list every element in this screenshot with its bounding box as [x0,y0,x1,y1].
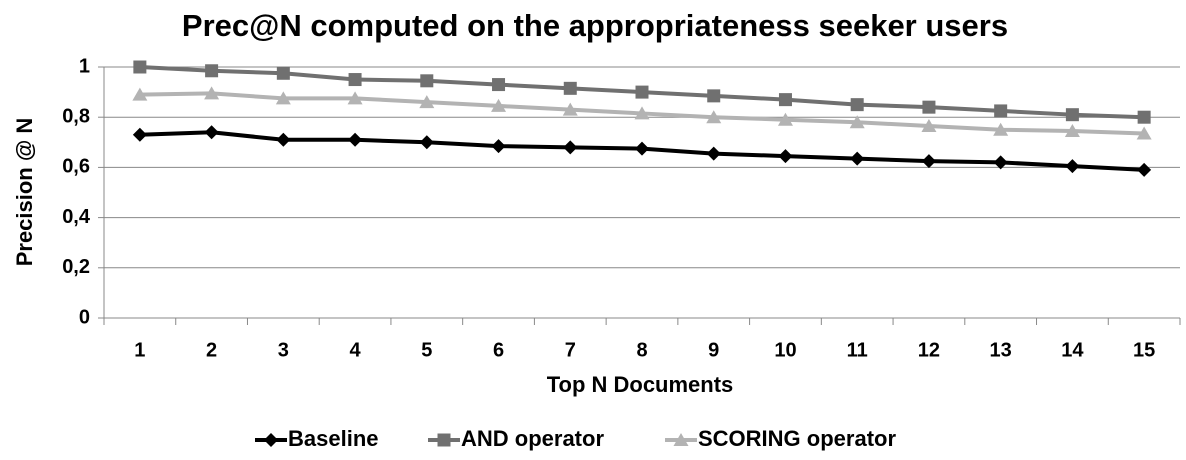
y-tick-label: 1 [79,55,90,77]
data-point [133,60,147,74]
data-point [922,100,936,114]
data-point [778,93,792,107]
y-tick-label: 0,4 [62,206,91,228]
data-point [275,91,291,105]
data-point [1065,108,1079,122]
y-tick-label: 0,6 [62,156,90,178]
x-tick-label: 7 [565,339,576,361]
x-tick-label: 14 [1061,339,1084,361]
x-tick-label: 13 [990,339,1012,361]
data-point [204,86,220,100]
x-tick-label: 15 [1133,339,1155,361]
legend-marker [264,433,278,447]
data-point [706,146,721,161]
data-point [348,73,362,87]
data-point [419,95,435,109]
data-point [420,74,434,88]
data-point [849,115,865,129]
data-point [921,154,936,169]
data-point [348,132,363,147]
data-point [204,125,219,140]
data-point [491,139,506,154]
data-point [634,106,650,120]
data-point [276,66,290,80]
data-point [419,135,434,150]
x-axis-label: Top N Documents [547,372,734,397]
data-point [563,140,578,155]
data-point [635,85,649,99]
x-tick-label: 1 [134,339,145,361]
data-point [1137,110,1151,124]
data-point [492,78,506,92]
data-point [993,122,1009,136]
legend-marker [437,433,451,447]
y-tick-label: 0,2 [62,256,90,278]
x-tick-label: 10 [774,339,796,361]
data-point [921,118,937,132]
data-point [132,127,147,142]
x-tick-label: 6 [493,339,504,361]
x-tick-label: 3 [278,339,289,361]
data-point [491,98,507,112]
data-point [1136,126,1152,140]
data-point [850,151,865,166]
data-point [635,141,649,156]
data-point [1137,162,1152,177]
legend-label: SCORING operator [698,426,896,451]
data-point [1064,124,1080,138]
data-point [276,132,291,147]
x-tick-label: 4 [350,339,362,361]
x-tick-label: 5 [421,339,432,361]
data-point [993,155,1008,170]
data-point [347,91,363,105]
legend-label: AND operator [461,426,604,451]
x-tick-label: 8 [636,339,647,361]
legend-label: Baseline [288,426,379,451]
x-tick-label: 9 [708,339,719,361]
data-point [778,149,793,164]
chart-title: Prec@N computed on the appropriateness s… [182,8,1008,43]
data-point [1065,159,1080,174]
data-point [132,87,148,101]
y-tick-label: 0 [79,306,90,328]
legend-marker [673,433,689,446]
data-point [706,110,722,124]
data-point [563,81,577,95]
x-tick-label: 12 [918,339,940,361]
x-tick-label: 2 [206,339,217,361]
y-tick-label: 0,8 [62,105,90,127]
x-tick-label: 11 [847,339,868,361]
data-point [562,102,578,116]
y-axis-label: Precision @ N [12,118,37,267]
data-point [777,112,793,126]
data-point [205,64,219,78]
data-point [707,89,721,103]
data-point [994,104,1008,118]
data-point [850,98,864,112]
